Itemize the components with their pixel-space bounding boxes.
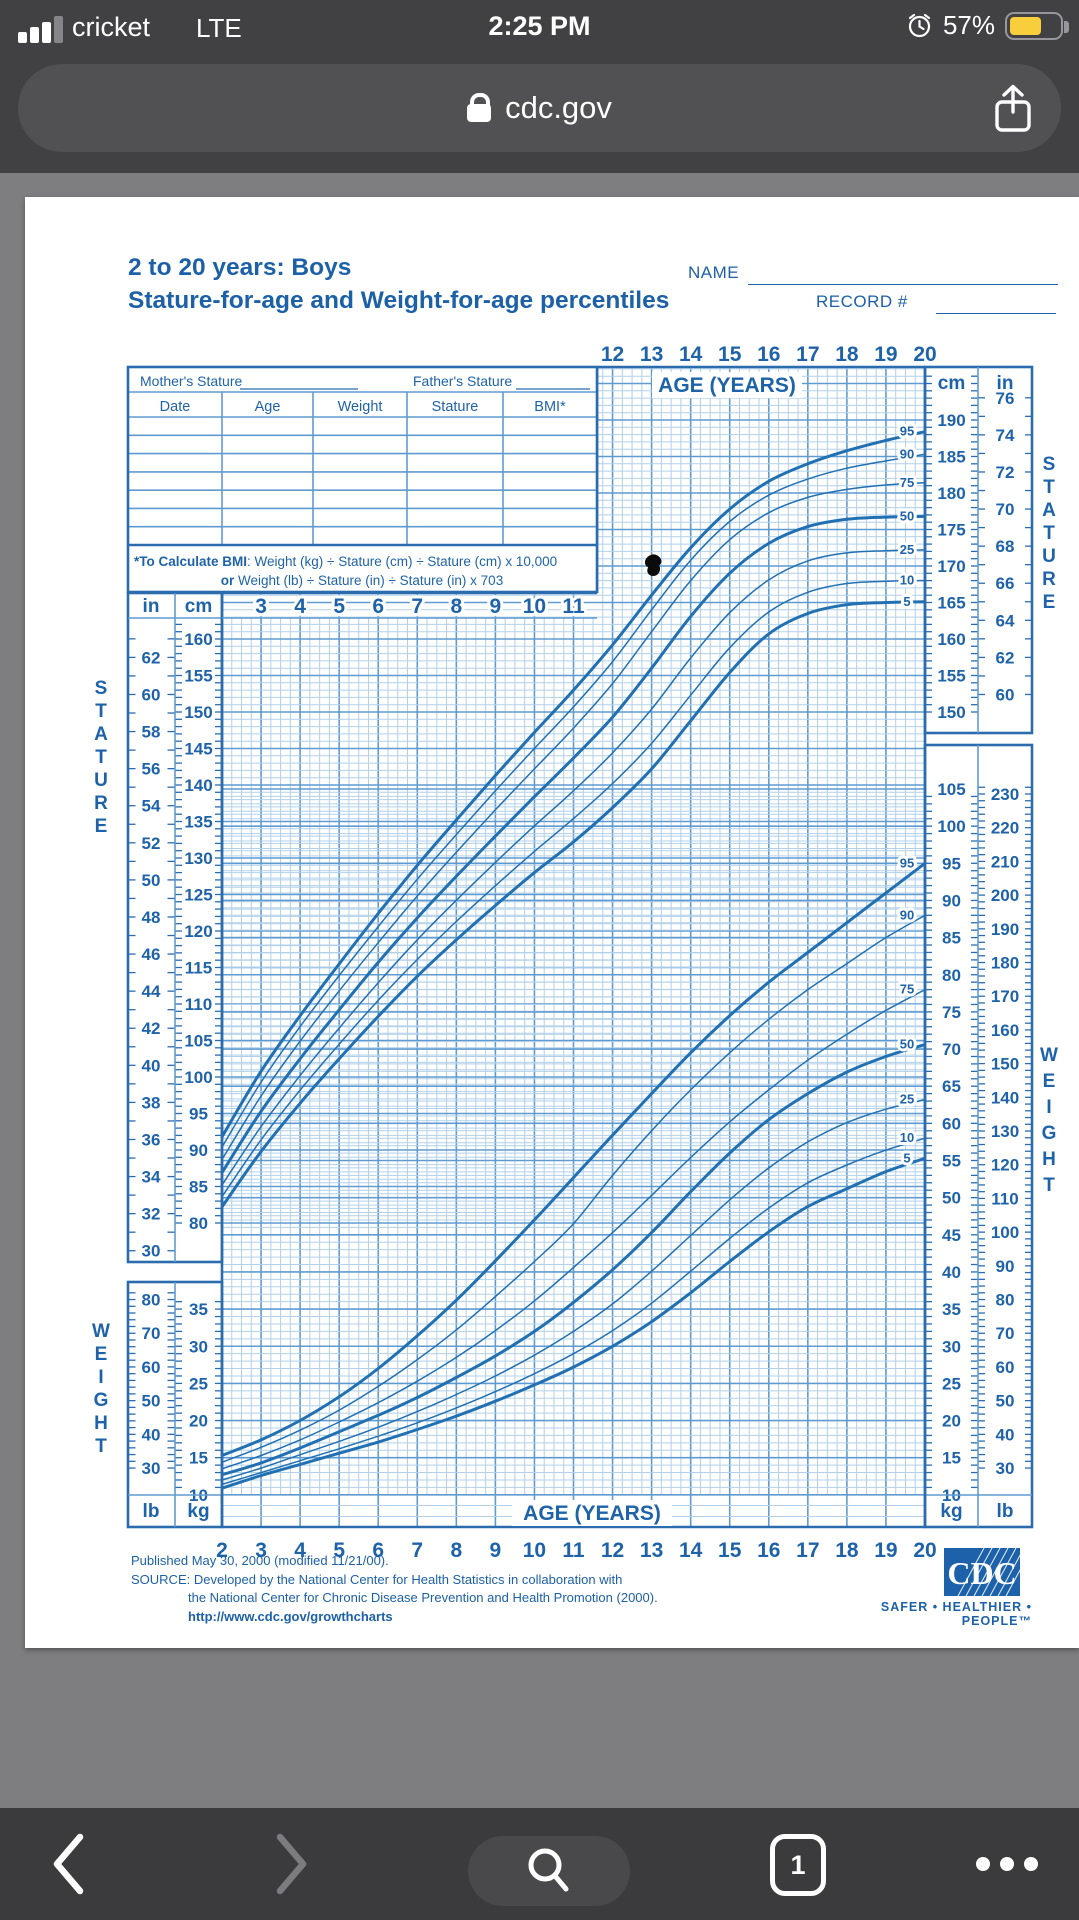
name-blank-line <box>748 283 1058 285</box>
chart-title-line2: Stature-for-age and Weight-for-age perce… <box>128 287 670 314</box>
pdf-page <box>25 197 1079 1648</box>
cdc-logo-graphic: CDC <box>944 1547 1033 1597</box>
browser-chrome-top: cricket LTE 2:25 PM 57% cdc.gov <box>0 0 1079 173</box>
svg-text:CDC: CDC <box>947 1555 1016 1591</box>
status-time: 2:25 PM <box>488 11 591 41</box>
record-blank-line <box>936 312 1056 314</box>
battery-percent-label: 57% <box>942 10 995 40</box>
more-button[interactable] <box>976 1857 1038 1871</box>
cellular-signal-icon <box>18 16 63 43</box>
cdc-logo: CDC <box>944 1547 1033 1597</box>
published-line: Published May 30, 2000 (modified 11/21/0… <box>131 1553 389 1568</box>
chart-title-line1: 2 to 20 years: Boys <box>128 254 352 281</box>
growthcharts-url: http://www.cdc.gov/growthcharts <box>188 1608 393 1624</box>
tabs-button[interactable]: 1 <box>770 1834 826 1896</box>
network-type-label: LTE <box>196 13 242 43</box>
share-icon[interactable] <box>987 82 1039 136</box>
search-icon <box>528 1848 569 1892</box>
source-line: SOURCE: Developed by the National Center… <box>131 1571 623 1587</box>
battery-icon <box>1005 11 1069 40</box>
alarm-clock-icon <box>908 13 931 38</box>
address-bar[interactable]: cdc.gov <box>18 64 1061 152</box>
tab-count: 1 <box>790 1849 806 1880</box>
chart-footnote: Published May 30, 2000 (modified 11/21/0… <box>131 1552 658 1626</box>
forward-button[interactable] <box>272 1830 312 1898</box>
status-bar: cricket LTE 2:25 PM 57% <box>0 0 1079 56</box>
cdc-tagline: SAFER • HEALTHIER • PEOPLE™ <box>880 1600 1032 1628</box>
name-label: NAME <box>688 263 740 282</box>
back-button[interactable] <box>48 1830 88 1898</box>
browser-toolbar: 1 <box>0 1808 1079 1920</box>
search-button[interactable] <box>468 1836 630 1906</box>
source-line2: the National Center for Chronic Disease … <box>188 1590 658 1606</box>
url-domain: cdc.gov <box>505 90 612 125</box>
carrier-label: cricket <box>72 12 151 42</box>
record-label: RECORD # <box>816 292 908 311</box>
lock-icon <box>467 93 492 123</box>
